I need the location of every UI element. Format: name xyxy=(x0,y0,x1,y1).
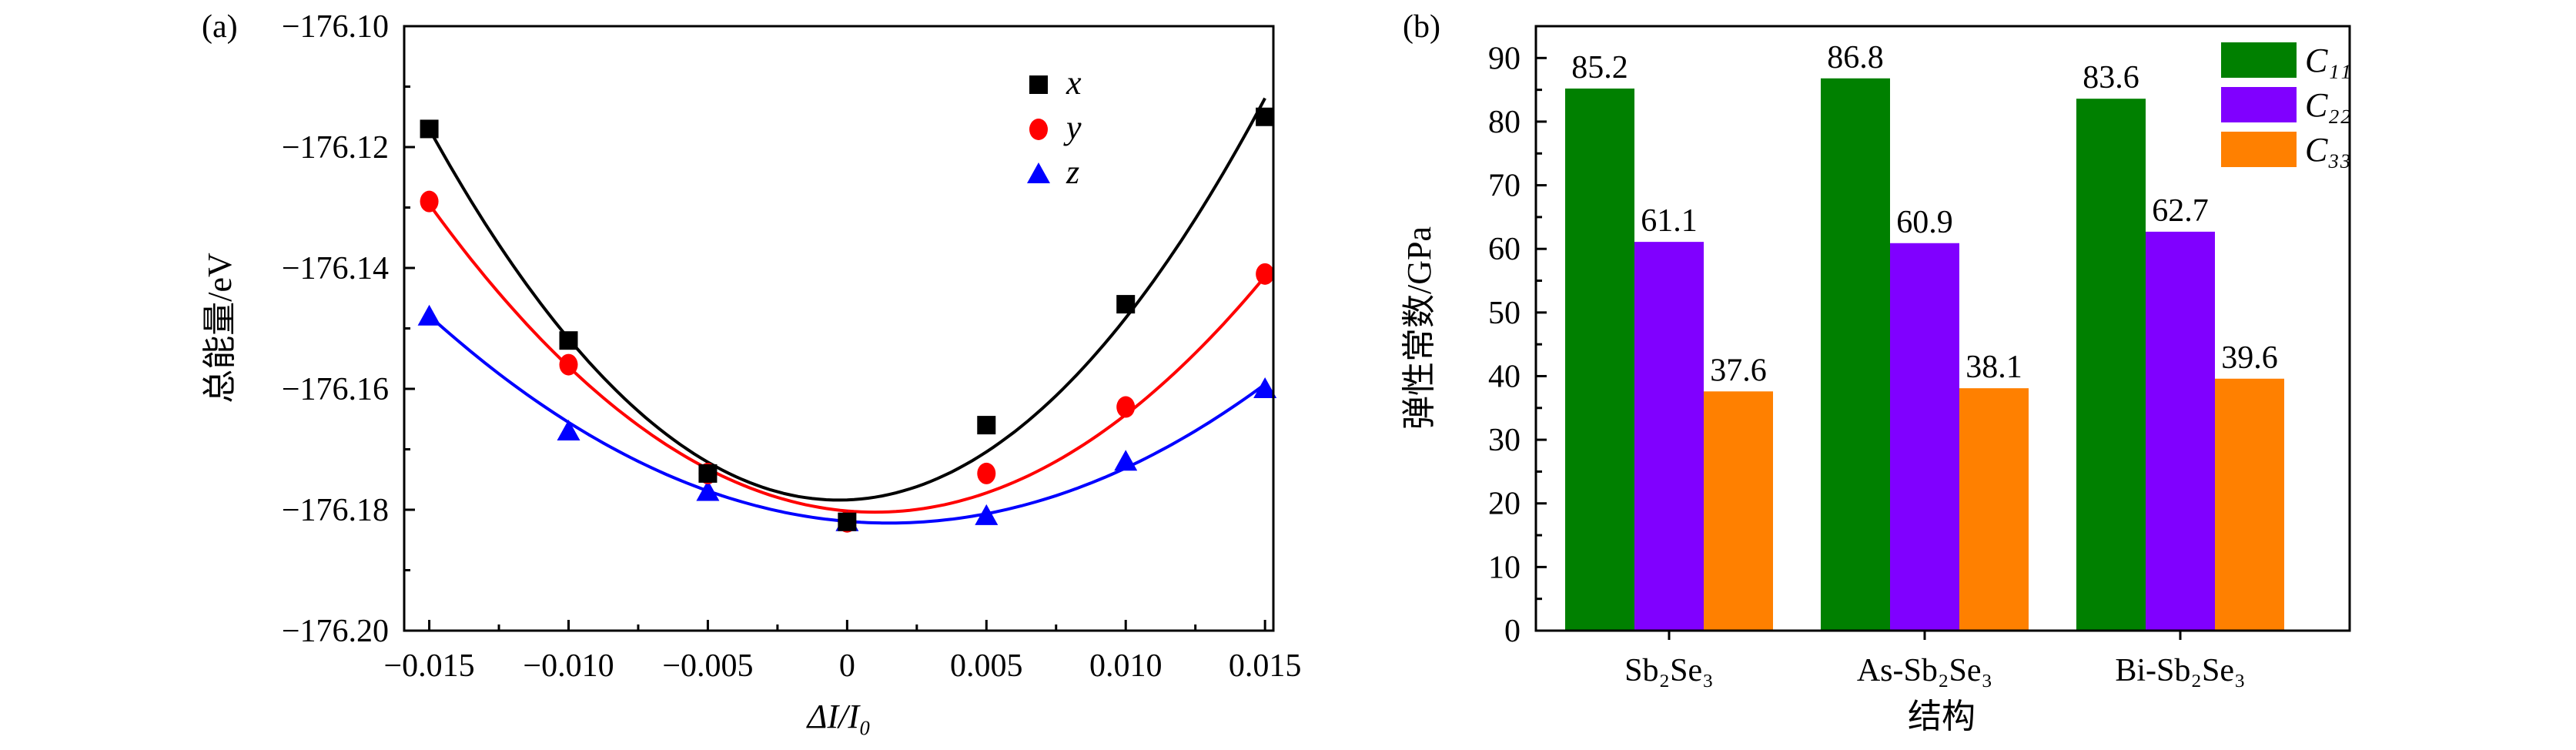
x-tick-label: −0.010 xyxy=(523,648,614,684)
legend-label-1: C₂₂ xyxy=(2305,86,2351,124)
bar-1-2 xyxy=(2146,231,2215,631)
bar-value-label: 39.6 xyxy=(2221,340,2278,376)
panel-a-axes-frame xyxy=(403,25,1275,632)
bar-value-label: 62.7 xyxy=(2152,193,2209,229)
panel-b-axes-frame xyxy=(1534,25,2351,632)
legend-swatch-0 xyxy=(2221,42,2297,78)
data-point-z xyxy=(1253,377,1277,398)
data-point-y xyxy=(1256,263,1275,285)
x-tick-label: −0.015 xyxy=(383,648,474,684)
data-point-z xyxy=(417,304,441,326)
y-tick-label: 0 xyxy=(1504,614,1521,649)
data-point-y xyxy=(1116,396,1136,418)
panel-a-energy-chart: (a) −0.015 −0.010 −0.005 0 0.005 0.010 0.015 −1… xyxy=(201,9,1301,735)
bar-value-label: 38.1 xyxy=(1965,350,2022,385)
panel-b-label: (b) xyxy=(1403,9,1440,45)
legend-label-0: C₁₁ xyxy=(2305,42,2351,79)
bar-2-0 xyxy=(1704,391,1773,631)
legend-swatch-1 xyxy=(2221,87,2297,122)
y-tick-label: −176.10 xyxy=(282,9,389,45)
x-tick-label: 0.015 xyxy=(1229,648,1302,684)
fit-curve-x xyxy=(427,97,1266,502)
y-tick-label: 20 xyxy=(1488,487,1521,522)
legend-marker-z xyxy=(1027,162,1050,183)
data-point-y xyxy=(420,190,439,213)
bar-1-1 xyxy=(1890,243,1959,631)
y-tick-label: −176.14 xyxy=(282,251,389,286)
x-tick-label: 0.005 xyxy=(950,648,1023,684)
x-tick-label: −0.005 xyxy=(662,648,753,684)
data-point-x xyxy=(1256,107,1275,126)
x-tick-label: 0 xyxy=(839,648,855,684)
data-point-y xyxy=(559,353,578,376)
legend-label-y: y xyxy=(1063,109,1082,146)
data-point-x xyxy=(420,119,439,139)
bar-1-0 xyxy=(1634,242,1704,631)
y-tick-label: 80 xyxy=(1488,105,1521,140)
bar-value-label: 83.6 xyxy=(2083,60,2139,95)
data-point-x xyxy=(1116,295,1136,314)
y-tick-label: −176.16 xyxy=(282,372,389,407)
y-tick-label: −176.20 xyxy=(282,614,389,649)
bar-value-label: 60.9 xyxy=(1896,205,1953,240)
bar-0-2 xyxy=(2076,99,2146,631)
panel-b-y-axis-label: 弹性常数/GPa xyxy=(1400,226,1438,430)
category-label: Bi-Sb₂Se₃ xyxy=(2115,653,2245,688)
bar-2-1 xyxy=(1959,388,2029,631)
panel-a-x-axis-label: ΔI/I₀ xyxy=(806,698,871,735)
legend-marker-y xyxy=(1029,119,1048,140)
data-point-y xyxy=(977,462,996,484)
data-point-x xyxy=(977,416,996,435)
data-point-z xyxy=(975,504,999,525)
bar-value-label: 61.1 xyxy=(1641,203,1698,239)
legend-marker-x xyxy=(1029,75,1048,94)
data-point-x xyxy=(838,512,857,531)
bar-value-label: 85.2 xyxy=(1571,50,1628,85)
y-tick-label: −176.12 xyxy=(282,130,389,166)
legend-label-z: z xyxy=(1066,153,1079,191)
panel-b-elastic-constants-chart: (b) 85.2 61.1 37.6 86.8 60.9 38.1 83.6 62.7 39.6… xyxy=(1400,9,2351,735)
data-point-z xyxy=(1114,450,1138,471)
y-tick-label: 10 xyxy=(1488,550,1521,585)
y-tick-label: 50 xyxy=(1488,296,1521,331)
data-point-z xyxy=(696,480,720,501)
category-label: As-Sb₂Se₃ xyxy=(1857,653,1992,688)
y-tick-label: 30 xyxy=(1488,423,1521,458)
legend-label-x: x xyxy=(1066,64,1082,102)
bar-value-label: 86.8 xyxy=(1827,40,1884,75)
bar-2-2 xyxy=(2215,378,2284,631)
x-tick-label: 0.010 xyxy=(1089,648,1163,684)
category-label: Sb₂Se₃ xyxy=(1624,653,1714,688)
legend-label-2: C₃₃ xyxy=(2305,131,2351,169)
y-tick-label: −176.18 xyxy=(282,493,389,528)
panel-b-x-axis-label: 结构 xyxy=(1908,698,1975,735)
data-point-x xyxy=(698,464,718,483)
data-point-x xyxy=(559,331,578,350)
panel-a-legend: xyz xyxy=(1027,64,1082,191)
y-tick-label: 70 xyxy=(1488,169,1521,204)
y-tick-label: 90 xyxy=(1488,41,1521,76)
panel-a-y-axis-label: 总能量/eV xyxy=(201,253,239,403)
data-point-z xyxy=(557,419,580,440)
y-tick-label: 40 xyxy=(1488,359,1521,394)
y-tick-label: 60 xyxy=(1488,232,1521,267)
panel-b-legend: C₁₁ C₂₂ C₃₃ xyxy=(2221,42,2351,169)
panel-a-label: (a) xyxy=(202,9,238,45)
fit-curve-z xyxy=(428,314,1266,525)
bar-0-1 xyxy=(1821,78,1890,631)
bar-0-0 xyxy=(1565,88,1634,631)
legend-swatch-2 xyxy=(2221,132,2297,167)
fit-curve-y xyxy=(427,203,1266,514)
bar-value-label: 37.6 xyxy=(1710,353,1767,388)
